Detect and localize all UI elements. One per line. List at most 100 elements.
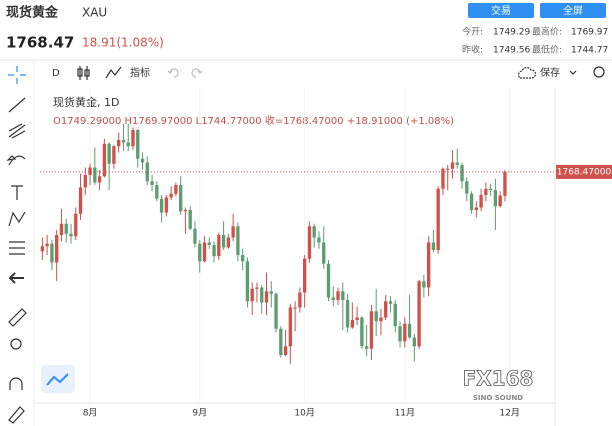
candle-body xyxy=(255,287,259,289)
brush-tool[interactable] xyxy=(6,155,26,166)
crosshair-tool[interactable] xyxy=(8,66,26,84)
candle-body xyxy=(169,193,173,198)
candle-body xyxy=(107,143,111,164)
price: 1768.47 xyxy=(6,34,74,52)
candle-body xyxy=(159,198,164,213)
candle-body xyxy=(469,193,474,210)
indicators-button[interactable]: 指标 xyxy=(130,66,150,79)
candle-body xyxy=(364,346,369,349)
x-tick-label: 10月 xyxy=(294,408,314,419)
candle-body xyxy=(264,291,269,303)
candle-body xyxy=(393,303,397,327)
candle-body xyxy=(455,162,459,165)
candle-body xyxy=(446,168,450,170)
candle-body xyxy=(436,188,440,250)
candle-body xyxy=(465,181,469,194)
candle-body xyxy=(360,317,364,347)
candle-body xyxy=(288,307,293,347)
candle-body xyxy=(64,223,68,234)
candle-body xyxy=(431,242,436,250)
candle-body xyxy=(236,226,240,255)
candle-body xyxy=(417,281,421,347)
last-price-tag xyxy=(556,164,612,179)
candle-body xyxy=(407,323,412,338)
ruler-tool[interactable] xyxy=(8,308,27,327)
candle-body xyxy=(83,175,87,188)
indicator-icon[interactable] xyxy=(105,66,122,79)
measure-tool[interactable] xyxy=(9,241,25,255)
stat-label: 今开: xyxy=(462,26,483,38)
candle-body xyxy=(145,162,149,182)
candle-body xyxy=(302,258,307,293)
symbol: XAU xyxy=(82,6,107,20)
stat-value: 1749.29 xyxy=(493,28,530,38)
last-price-label: 1768.47000 xyxy=(557,167,612,177)
stat-label: 最高价: xyxy=(532,26,562,38)
pattern-tool[interactable] xyxy=(8,211,26,227)
undo[interactable] xyxy=(167,68,179,78)
candle-body xyxy=(221,235,226,248)
candle-body xyxy=(274,293,278,329)
candle-body xyxy=(112,146,116,164)
line-tool[interactable] xyxy=(8,97,26,113)
candle-body xyxy=(50,243,54,263)
interval-button[interactable]: D xyxy=(52,68,60,79)
candle-body xyxy=(202,242,207,262)
candle-body xyxy=(355,317,359,320)
candle-body xyxy=(250,288,254,302)
candle-body xyxy=(179,185,183,212)
candle-body xyxy=(412,337,416,347)
candle-body xyxy=(40,246,45,252)
text-tool[interactable] xyxy=(11,185,23,200)
candle-body xyxy=(193,228,197,244)
sidebar xyxy=(6,60,75,426)
x-tick-label: 8月 xyxy=(83,408,98,419)
fullscreen-button-label[interactable]: 全屏 xyxy=(563,4,583,17)
change: 18.91(1.08%) xyxy=(82,36,164,50)
candle-body xyxy=(503,171,507,196)
stat-value: 1769.97 xyxy=(571,28,608,38)
candle-body xyxy=(336,291,340,300)
candle-body xyxy=(345,300,350,328)
candle-body xyxy=(403,323,407,342)
candle-body xyxy=(369,311,374,349)
trade-button[interactable] xyxy=(468,3,534,18)
save-dropdown[interactable] xyxy=(569,70,577,75)
candle-body xyxy=(326,263,331,298)
save-button[interactable]: 保存 xyxy=(540,66,560,79)
candle-body xyxy=(312,226,316,238)
candle-body xyxy=(245,261,250,302)
candle-body xyxy=(317,237,321,243)
candle-body xyxy=(93,167,97,183)
back-tool[interactable] xyxy=(8,272,24,284)
candle-body xyxy=(136,130,140,159)
candle-body xyxy=(388,301,393,304)
redo[interactable] xyxy=(191,68,203,78)
watermark-tagline: SINO SOUND xyxy=(473,394,523,402)
candle-body xyxy=(140,158,145,163)
candle-body xyxy=(398,326,402,342)
pencil-tool[interactable] xyxy=(8,406,25,424)
x-tick-label: 12月 xyxy=(499,408,519,419)
fib-tool[interactable] xyxy=(8,123,26,139)
zoom-tool[interactable] xyxy=(10,338,22,350)
settings-icon[interactable] xyxy=(593,66,605,78)
candle-body xyxy=(207,242,211,245)
candle-body xyxy=(498,195,502,207)
candle-type-icon[interactable] xyxy=(77,66,90,80)
candle-body xyxy=(59,223,64,235)
stat-value: 1744.77 xyxy=(571,46,608,56)
cloud-icon[interactable] xyxy=(518,67,537,79)
candle-body xyxy=(78,187,83,214)
candle-body xyxy=(131,130,135,147)
candle-body xyxy=(240,255,245,262)
watermark-logo: FX168 xyxy=(463,367,534,391)
trade-button-label[interactable]: 交易 xyxy=(491,4,511,17)
candle-body xyxy=(488,188,493,190)
candle-body xyxy=(384,301,388,318)
candle-body xyxy=(350,320,355,328)
x-tick-label: 9月 xyxy=(192,408,207,419)
candle-body xyxy=(97,176,102,183)
fullscreen-button[interactable] xyxy=(540,3,606,18)
magnet-tool[interactable] xyxy=(9,377,23,390)
